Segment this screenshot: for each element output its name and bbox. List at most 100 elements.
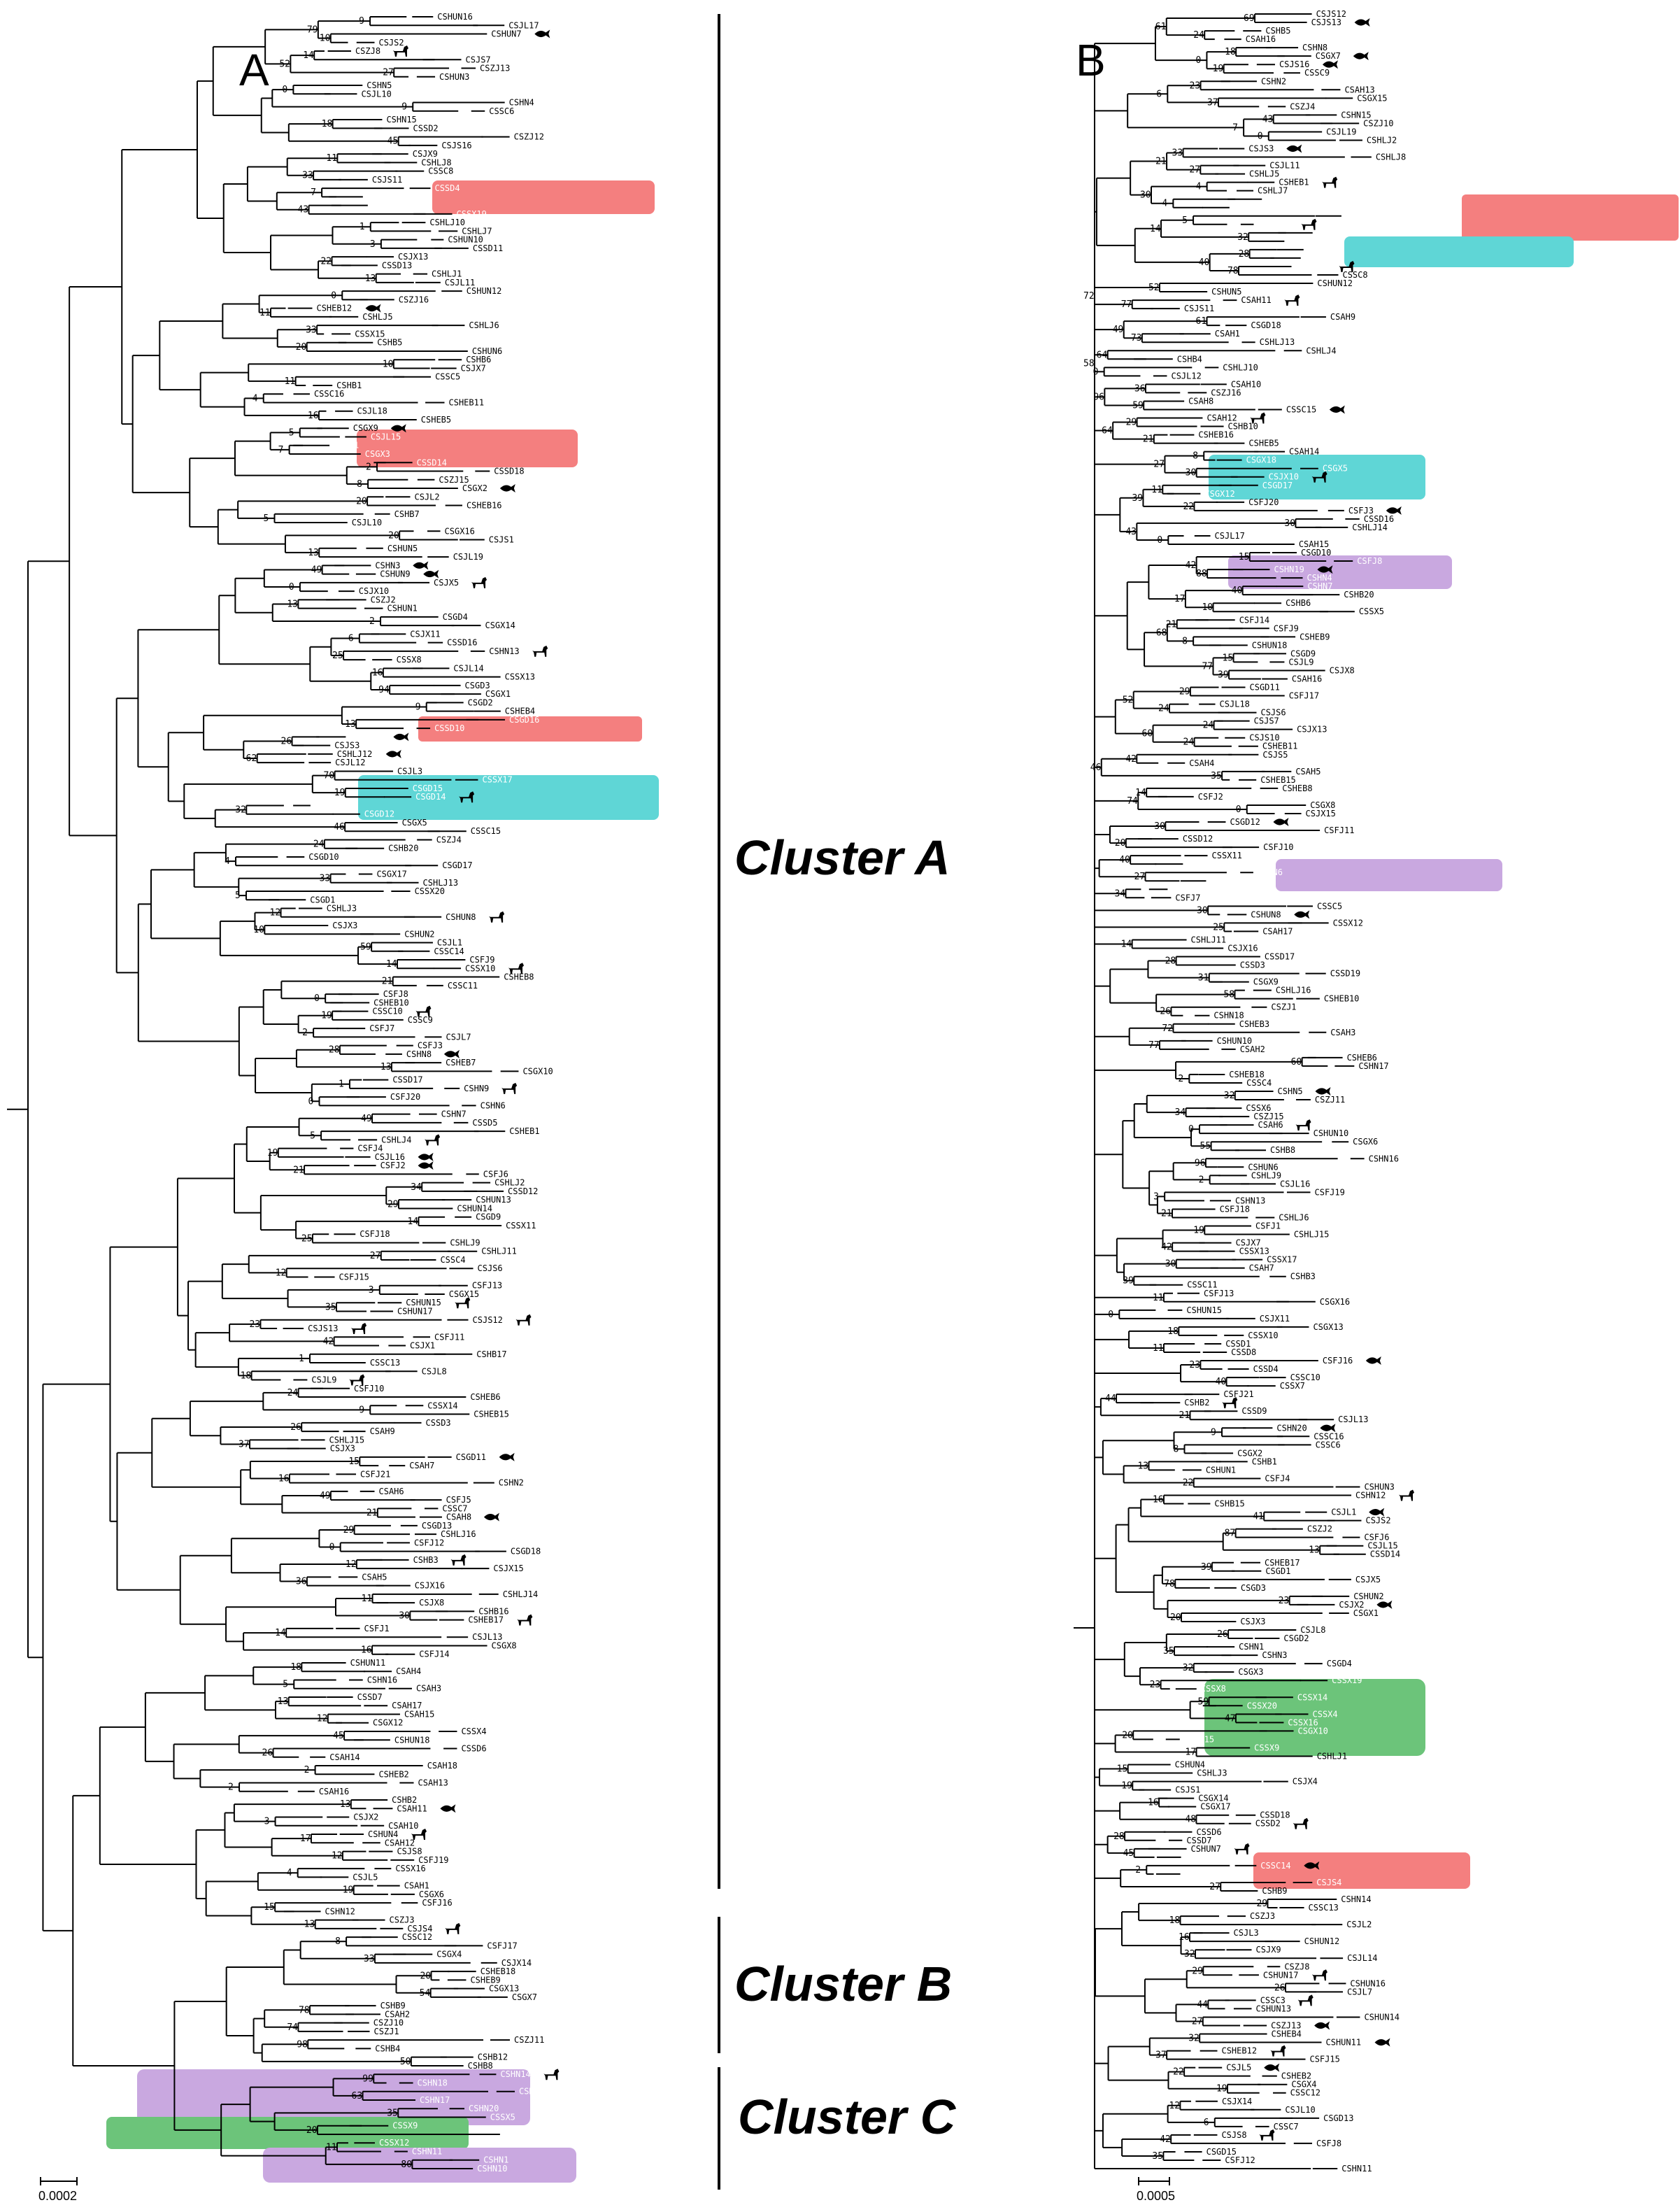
leaf-label: CSGX3 xyxy=(365,449,390,459)
leaf-label: CSAH17 xyxy=(1262,926,1293,936)
leaf-label: CSGX5 xyxy=(402,818,427,828)
leaf-label: CSHB7 xyxy=(394,509,420,519)
leaf-label: CSZJ15 xyxy=(439,475,469,485)
leaf-label: CSAH9 xyxy=(370,1426,395,1436)
leaf-label: CSHEB7 xyxy=(446,1058,476,1068)
leaf-label: CSHUN7 xyxy=(491,29,521,39)
leaf-label: CSFJ8 xyxy=(383,989,408,999)
leaf-label: CSSD11 xyxy=(1346,211,1376,221)
leaf-label: CSHN16 xyxy=(1369,1154,1399,1163)
leaf-label: CSSX14 xyxy=(427,1401,457,1410)
leaf-label: CSHUN7 xyxy=(1191,1844,1221,1854)
leaf-label: CSSD15 xyxy=(1234,203,1264,213)
fish-icon xyxy=(1273,818,1289,826)
leaf-label: CSHN14 xyxy=(1341,1894,1371,1904)
leaf-label: CSGD16 xyxy=(1308,245,1338,255)
leaf-label: CSSD2 xyxy=(1255,1819,1281,1829)
leaf-label: CSHLJ13 xyxy=(423,878,459,888)
dog-icon xyxy=(517,1614,533,1626)
leaf-label: CSGX14 xyxy=(485,621,515,630)
leaf-label: CSHUN11 xyxy=(350,1658,386,1668)
dog-icon xyxy=(1284,295,1300,306)
leaf-label: CSHEB16 xyxy=(467,501,502,511)
leaf-label: CSSC13 xyxy=(370,1358,400,1368)
highlight-cyan xyxy=(1344,236,1574,267)
leaf-label: CSFJ15 xyxy=(339,1272,369,1282)
leaf-label: CSGX4 xyxy=(436,1950,462,1959)
leaf-label: CSHUN10 xyxy=(448,235,483,245)
leaf-label: CSJS12 xyxy=(1316,9,1346,19)
leaf-label: CSHN20 xyxy=(1276,1423,1307,1433)
leaf-label: CSFJ6 xyxy=(483,1169,508,1179)
dog-icon xyxy=(1293,1817,1309,1829)
leaf-label: CSHUN10 xyxy=(1217,1036,1253,1046)
leaf-label: CSHLJ5 xyxy=(362,312,392,322)
leaf-label: CSSD12 xyxy=(508,1186,538,1196)
leaf-label: CSSD11 xyxy=(473,243,503,253)
leaf-label: CSSD9 xyxy=(372,201,397,211)
leaf-label: CSHEB8 xyxy=(504,972,534,982)
leaf-label: CSJX11 xyxy=(1260,1314,1290,1324)
leaf-label: CSHUN3 xyxy=(1364,1482,1394,1491)
leaf-label: CSZJ1 xyxy=(374,2027,399,2036)
leaf-label: CSFJ20 xyxy=(1248,497,1279,507)
leaf-label: CSHUN2 xyxy=(1353,1591,1383,1601)
leaf-label: CSGX8 xyxy=(1310,800,1335,810)
bootstrap-value: 3 xyxy=(1153,1191,1159,1202)
leaf-label: CSSX12 xyxy=(1333,918,1363,928)
leaf-label: CSHN8 xyxy=(406,1049,432,1059)
leaf-label: CSSX4 xyxy=(461,1727,486,1736)
dog-icon xyxy=(459,791,475,803)
leaf-label: CSHUN1 xyxy=(387,604,417,614)
leaf-label: CSGD13 xyxy=(422,1521,452,1531)
leaf-label: CSJX13 xyxy=(1297,725,1327,735)
leaf-label: CSHN7 xyxy=(441,1109,467,1119)
leaf-label: CSHLJ6 xyxy=(469,320,499,330)
leaf-label: CSSX5 xyxy=(490,2112,515,2122)
leaf-label: CSHUN17 xyxy=(1263,1970,1299,1980)
cluster-a-label: Cluster A xyxy=(734,830,951,885)
leaf-label: CSSC12 xyxy=(1290,2088,1320,2098)
leaf-label: CSJS1 xyxy=(489,535,514,545)
highlight-cyan xyxy=(358,775,659,820)
leaf-label: CSHN1 xyxy=(483,2155,508,2165)
dog-icon xyxy=(455,1297,471,1309)
leaf-label: CSAH2 xyxy=(385,2009,410,2019)
leaf-label: CSAH14 xyxy=(1289,447,1319,457)
leaf-label: CSHEB12 xyxy=(316,304,352,313)
leaf-label: CSHEB10 xyxy=(1324,994,1360,1004)
fish-icon xyxy=(1322,60,1338,69)
leaf-label: CSHLJ10 xyxy=(429,218,465,227)
leaf-label: CSJS6 xyxy=(478,1263,503,1273)
leaf-label: CSSC8 xyxy=(1342,270,1367,280)
leaf-label: CSHUN18 xyxy=(394,1735,430,1745)
leaf-label: CSSX10 xyxy=(1248,1331,1278,1340)
leaf-label: CSJX11 xyxy=(410,629,440,639)
leaf-label: CSHB1 xyxy=(336,381,362,390)
leaf-label: CSSD3 xyxy=(1240,960,1265,970)
leaf-label: CSSC6 xyxy=(1316,1440,1341,1449)
fish-icon xyxy=(365,304,381,313)
leaf-label: CSJL17 xyxy=(508,20,539,30)
dog-icon xyxy=(425,1134,441,1146)
leaf-label: CSAH1 xyxy=(1215,329,1240,339)
leaf-label: CSHLJ9 xyxy=(450,1238,480,1247)
leaf-label: CSJS7 xyxy=(1254,716,1279,726)
panel-b-label: B xyxy=(1076,35,1106,85)
leaf-label: CSHLJ1 xyxy=(1317,1751,1347,1761)
leaf-label: CSSC15 xyxy=(1286,404,1316,414)
leaf-label: CSJS1 xyxy=(1175,1785,1200,1795)
leaf-label: CSSX7 xyxy=(1280,1381,1305,1391)
leaf-label: CSHEB6 xyxy=(1347,1053,1377,1063)
dog-icon xyxy=(415,1005,432,1017)
leaf-label: CSFJ9 xyxy=(1274,623,1299,633)
leaf-label: CSJX8 xyxy=(419,1598,444,1608)
leaf-label: CSHN16 xyxy=(367,1675,397,1685)
dog-icon xyxy=(1295,1119,1311,1131)
leaf-label: CSSD3 xyxy=(426,1418,451,1428)
fish-icon xyxy=(393,732,409,742)
leaf-label: CSHUN6 xyxy=(1248,1162,1278,1172)
dog-icon xyxy=(411,1829,427,1841)
leaf-label: CSHB6 xyxy=(466,355,491,364)
